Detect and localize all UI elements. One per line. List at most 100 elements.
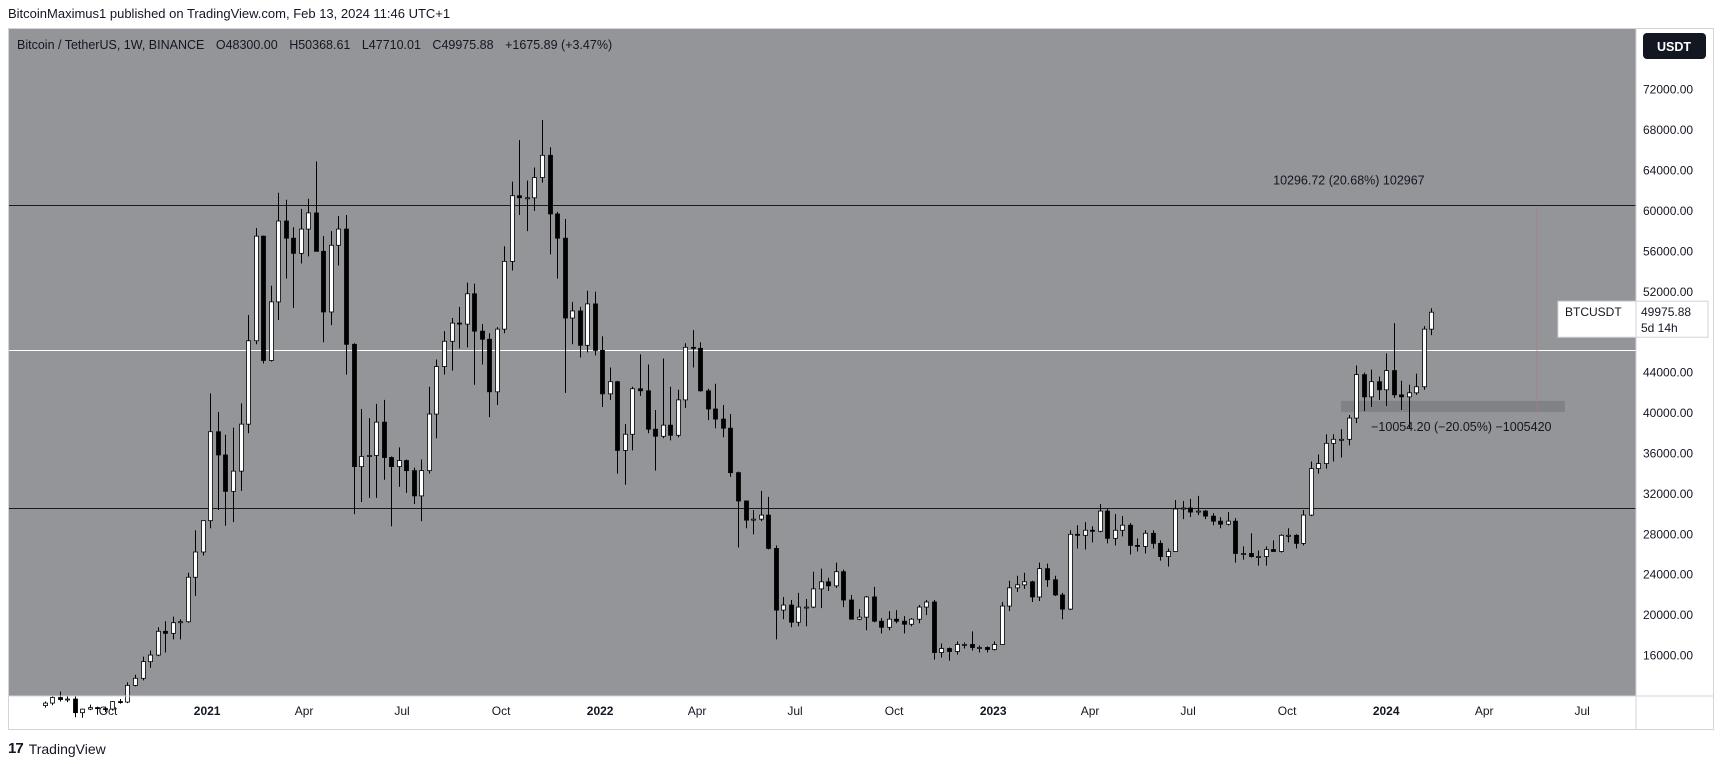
candle[interactable] [1264,546,1269,566]
candle[interactable] [947,647,952,661]
candle[interactable] [630,386,635,451]
candle[interactable] [382,399,387,480]
candle[interactable] [442,331,447,375]
candle[interactable] [638,354,643,396]
currency-badge-bg[interactable] [1643,33,1706,59]
candle[interactable] [261,235,266,364]
candle[interactable] [661,358,666,439]
candle[interactable] [1362,372,1367,412]
candle[interactable] [487,333,492,418]
candle[interactable] [156,627,161,657]
candle[interactable] [939,643,944,658]
candle[interactable] [1377,376,1382,400]
candle[interactable] [329,231,334,326]
candle[interactable] [125,682,130,704]
candle[interactable] [1188,498,1193,518]
candle[interactable] [88,704,93,711]
candle[interactable] [841,569,846,608]
candle[interactable] [397,447,402,487]
candle[interactable] [563,218,568,393]
candle[interactable] [201,520,206,556]
candle[interactable] [1022,572,1027,589]
candle[interactable] [623,424,628,485]
candle[interactable] [826,577,831,591]
candle[interactable] [193,530,198,596]
candle[interactable] [1354,365,1359,424]
candle[interactable] [231,427,236,523]
candle[interactable] [653,409,658,471]
candle[interactable] [284,199,289,279]
candle[interactable] [1347,415,1352,446]
candle[interactable] [495,327,500,405]
candle[interactable] [1241,546,1246,560]
candle[interactable] [510,181,515,271]
candle[interactable] [1309,461,1314,517]
candle[interactable] [789,599,794,628]
candle[interactable] [1218,517,1223,529]
candle[interactable] [1256,550,1261,566]
candle[interactable] [434,359,439,439]
candle[interactable] [1196,495,1201,516]
candle[interactable] [1158,540,1163,561]
candle[interactable] [336,215,341,266]
candle[interactable] [269,285,274,362]
candle[interactable] [924,599,929,616]
candle[interactable] [985,646,990,653]
candle[interactable] [1286,528,1291,543]
candle[interactable] [1000,602,1005,645]
candle[interactable] [352,343,357,515]
candle[interactable] [970,631,975,651]
candle[interactable] [781,596,786,620]
candle[interactable] [1166,548,1171,567]
candle[interactable] [65,696,70,703]
candle[interactable] [148,650,153,668]
candle[interactable] [419,459,424,522]
candle[interactable] [849,594,854,620]
candle[interactable] [141,656,146,681]
candle[interactable] [291,227,296,308]
candle[interactable] [1181,500,1186,520]
candle[interactable] [887,611,892,631]
candle[interactable] [1083,522,1088,550]
candle[interactable] [1316,454,1321,474]
price-axis[interactable]: 16000.00 20000.00 24000.00 28000.00 32000.00… [1643,83,1693,663]
candle[interactable] [457,306,462,349]
candle[interactable] [698,342,703,392]
candle[interactable] [359,408,364,502]
candle[interactable] [178,619,183,640]
candle[interactable] [118,699,123,704]
price-chart[interactable]: 10296.72 (20.68%) 102967 −10054.20 (−20.0… [9,29,1713,729]
candle[interactable] [306,198,311,257]
candle[interactable] [1414,373,1419,395]
candle[interactable] [992,641,997,651]
candle[interactable] [1143,530,1148,554]
candle[interactable] [1090,526,1095,543]
candle[interactable] [540,119,545,183]
candle[interactable] [374,403,379,498]
candle[interactable] [955,641,960,655]
candle[interactable] [254,228,259,345]
candle[interactable] [668,386,673,441]
candle[interactable] [110,701,115,711]
candle[interactable] [962,642,967,649]
candle[interactable] [751,510,756,535]
candle[interactable] [1135,538,1140,552]
candle[interactable] [676,389,681,438]
candle[interactable] [872,586,877,623]
candle[interactable] [1392,323,1397,398]
candle[interactable] [706,388,711,421]
candle[interactable] [804,598,809,627]
candle[interactable] [759,490,764,522]
candle[interactable] [1045,563,1050,587]
candle[interactable] [1422,326,1427,390]
candle[interactable] [163,621,168,653]
candle[interactable] [103,706,108,713]
candle[interactable] [917,605,922,624]
candle[interactable] [774,545,779,640]
candle[interactable] [1060,592,1065,620]
candle[interactable] [1324,434,1329,469]
candle[interactable] [404,459,409,493]
candle[interactable] [1068,530,1073,611]
candle[interactable] [646,364,651,434]
candle[interactable] [412,467,417,504]
